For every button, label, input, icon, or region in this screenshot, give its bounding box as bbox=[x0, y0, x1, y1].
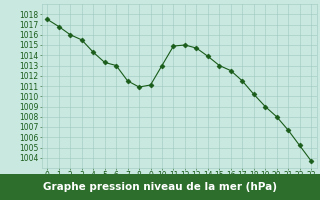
Text: Graphe pression niveau de la mer (hPa): Graphe pression niveau de la mer (hPa) bbox=[43, 182, 277, 192]
